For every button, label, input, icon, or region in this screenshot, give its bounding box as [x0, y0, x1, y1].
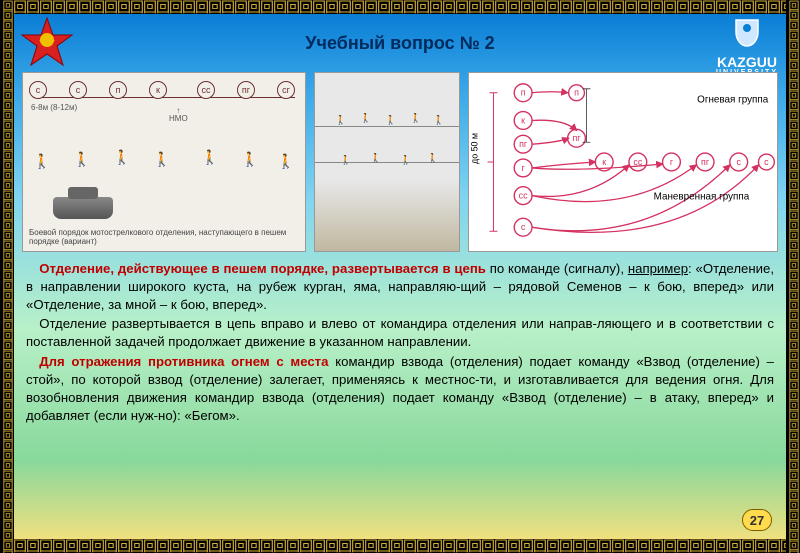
- paragraph-3: Для отражения противника огнем с места к…: [26, 353, 774, 424]
- node-s2: с: [69, 81, 87, 99]
- node-ss: сс: [197, 81, 215, 99]
- svg-text:пг: пг: [519, 139, 527, 149]
- svg-text:сс: сс: [519, 191, 528, 201]
- svg-text:п: п: [521, 88, 526, 98]
- uni-name: KAZGUU: [716, 55, 778, 70]
- page-number-badge: 27: [742, 509, 772, 531]
- svg-text:к: к: [521, 115, 525, 125]
- figure-sketch: 🚶 🚶 🚶 🚶 🚶 🚶 🚶 🚶 🚶: [314, 72, 460, 252]
- paragraph-1: Отделение, действующее в пешем порядке, …: [26, 260, 774, 313]
- page-title: Учебный вопрос № 2: [14, 33, 786, 54]
- svg-text:пг: пг: [701, 157, 709, 167]
- figure-formation-scheme: с с п к сс пг сг 6-8м (8-12м) ↑НМО 🚶 🚶 🚶…: [22, 72, 306, 252]
- svg-text:п: п: [574, 88, 579, 98]
- node-p: п: [109, 81, 127, 99]
- text-block: Отделение, действующее в пешем порядке, …: [14, 252, 786, 424]
- paragraph-2: Отделение развертывается в цепь вправо и…: [26, 315, 774, 351]
- para1-lead: Отделение, действующее в пешем порядке, …: [39, 261, 486, 276]
- images-row: с с п к сс пг сг 6-8м (8-12м) ↑НМО 🚶 🚶 🚶…: [14, 72, 786, 252]
- svg-text:с: с: [764, 157, 769, 167]
- figure1-caption: Боевой порядок мотострелкового отделения…: [29, 229, 299, 247]
- distance-label: 6-8м (8-12м): [31, 103, 77, 112]
- node-s1: с: [29, 81, 47, 99]
- svg-text:пг: пг: [572, 133, 580, 143]
- para3-lead: Для отражения противника огнем с места: [39, 354, 328, 369]
- border-right: 回回回回回回回回回回回回回回回回回回回回回回回回回回回回回回回回回回回回回回回回…: [786, 0, 800, 553]
- node-k: к: [149, 81, 167, 99]
- border-top: 回回回回回回回回回回回回回回回回回回回回回回回回回回回回回回回回回回回回回回回回…: [0, 0, 800, 14]
- border-left: 回回回回回回回回回回回回回回回回回回回回回回回回回回回回回回回回回回回回回回回回…: [0, 0, 14, 553]
- para1-example: например: [628, 261, 688, 276]
- node-sg: сг: [277, 81, 295, 99]
- header: Учебный вопрос № 2 KAZGUU UNIVERSITY: [14, 14, 786, 72]
- slide-body: Учебный вопрос № 2 KAZGUU UNIVERSITY с с…: [14, 14, 786, 539]
- svg-text:с: с: [521, 222, 526, 232]
- svg-text:г: г: [521, 163, 524, 173]
- svg-text:Маневренная группа: Маневренная группа: [654, 192, 750, 203]
- node-pg: пг: [237, 81, 255, 99]
- vehicle-icon: [53, 197, 113, 219]
- star-emblem: [20, 16, 74, 70]
- figure-movement-diagram: п к пг г сс с п пг к сс г пг с с: [468, 72, 778, 252]
- nmo-label: ↑НМО: [169, 107, 188, 123]
- border-bottom: 回回回回回回回回回回回回回回回回回回回回回回回回回回回回回回回回回回回回回回回回…: [0, 539, 800, 553]
- svg-text:к: к: [602, 157, 606, 167]
- svg-text:до 50 м: до 50 м: [470, 133, 480, 164]
- svg-text:с: с: [736, 157, 741, 167]
- university-logo: KAZGUU UNIVERSITY: [716, 18, 778, 77]
- svg-text:г: г: [670, 157, 673, 167]
- svg-text:Огневая группа: Огневая группа: [697, 95, 769, 106]
